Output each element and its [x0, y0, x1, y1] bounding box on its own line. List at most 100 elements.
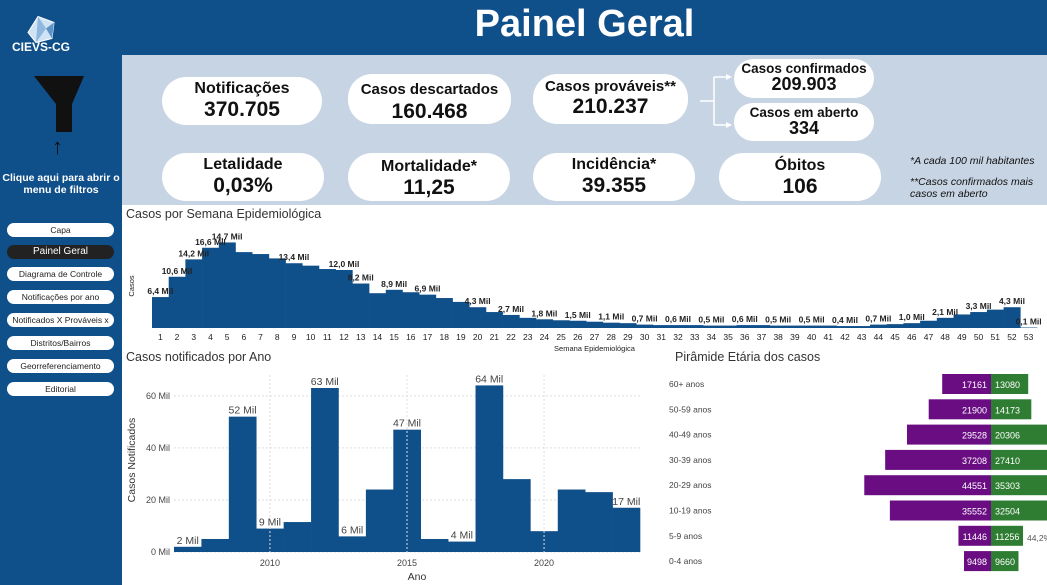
kpi-label: Óbitos	[774, 157, 826, 174]
pyramid-female-value: 29528	[962, 431, 987, 441]
pyramid-bar-male	[991, 374, 1029, 394]
nav-distritos-bairros-button[interactable]: Distritos/Bairros	[7, 336, 114, 350]
pyramid-bar-male	[991, 525, 1024, 546]
week-tick-53: 53	[1024, 332, 1034, 342]
year-data-label: 6 Mil	[341, 524, 363, 536]
week-tick-50: 50	[974, 332, 984, 342]
week-tick-27: 27	[590, 332, 600, 342]
week-tick-33: 33	[690, 332, 700, 342]
week-bar-47	[920, 320, 938, 328]
up-arrow-icon: ↑	[52, 134, 63, 159]
week-tick-2: 2	[175, 332, 180, 342]
pyramid-bar-female	[963, 551, 991, 572]
kpi-label: Incidência*	[571, 156, 657, 173]
week-bar-42	[836, 326, 854, 328]
week-data-label: 10,6 Mil	[162, 266, 193, 276]
pyramid-male-value: 27410	[995, 456, 1020, 466]
year-xtick: 2020	[534, 558, 554, 568]
year-bar-2011	[283, 522, 312, 552]
pyramid-bar-female	[889, 500, 991, 521]
kpi-label: Notificações	[194, 80, 290, 97]
year-bar-2019	[502, 479, 531, 552]
kpi-label: Casos prováveis**	[545, 78, 676, 95]
year-data-label: 64 Mil	[475, 373, 503, 385]
week-tick-42: 42	[840, 332, 850, 342]
week-bar-31	[652, 325, 670, 328]
nav-editorial-button[interactable]: Editorial	[7, 382, 114, 396]
week-bar-1	[152, 297, 169, 328]
yearly-cases-chart: 0 Mil 20 Mil 40 Mil 60 Mil 2010 2015 2020 2 Mil…	[126, 373, 640, 583]
week-tick-16: 16	[406, 332, 416, 342]
pyramid-category-label: 20-29 anos	[669, 480, 712, 490]
week-tick-26: 26	[573, 332, 583, 342]
kpi-value: 106	[782, 175, 818, 198]
kpi-obitos: Óbitos 106	[719, 153, 881, 201]
kpi-em-aberto: Casos em aberto 334	[734, 103, 874, 141]
week-data-label: 0,7 Mil	[865, 314, 891, 324]
week-bar-27	[586, 321, 604, 328]
page-title: Painel Geral	[474, 3, 695, 45]
week-tick-24: 24	[540, 332, 550, 342]
kpi-value: 39.355	[581, 174, 647, 197]
week-tick-8: 8	[275, 332, 280, 342]
week-tick-45: 45	[890, 332, 900, 342]
week-bar-15	[385, 289, 403, 328]
year-bar-2007	[174, 546, 202, 552]
nav-notificacoes-ano-button[interactable]: Notificações por ano	[7, 290, 114, 304]
week-bar-10	[302, 265, 320, 328]
nav-painel-geral-button[interactable]: Painel Geral	[7, 245, 114, 259]
pyramid-category-label: 0-4 anos	[669, 556, 702, 566]
week-bar-48	[936, 317, 954, 328]
week-tick-31: 31	[657, 332, 667, 342]
year-data-label: 63 Mil	[311, 376, 339, 388]
pyramid-male-value: 32504	[995, 507, 1020, 517]
kpi-value: 160.468	[391, 100, 468, 123]
nav-notificados-provaveis-button[interactable]: Notificados X Prováveis x	[7, 313, 114, 327]
year-data-label: 9 Mil	[259, 517, 281, 529]
week-tick-51: 51	[991, 332, 1001, 342]
week-data-label: 1,1 Mil	[598, 312, 624, 322]
year-bar-2012	[311, 388, 339, 552]
nav-diagrama-controle-button[interactable]: Diagrama de Controle	[7, 267, 114, 281]
week-bar-52	[1003, 307, 1021, 328]
week-tick-6: 6	[241, 332, 246, 342]
pyramid-bar-female	[942, 374, 991, 394]
kpi-value: 11,25	[403, 176, 455, 199]
week-tick-10: 10	[306, 332, 316, 342]
filter-hint-text[interactable]: Clique aqui para abrir o menu de filtros	[2, 172, 120, 196]
week-bar-7	[252, 254, 270, 328]
year-bar-2020	[530, 531, 559, 552]
year-bar-2016	[420, 538, 449, 552]
year-bar-2018	[475, 385, 504, 552]
year-xtick: 2010	[260, 558, 280, 568]
week-bar-8	[268, 258, 286, 328]
pyramid-bar-male	[991, 475, 1047, 496]
week-bar-17	[419, 294, 437, 328]
week-data-label: 0,6 Mil	[732, 314, 758, 324]
year-data-label: 2 Mil	[177, 535, 199, 547]
week-tick-41: 41	[824, 332, 834, 342]
week-tick-38: 38	[773, 332, 783, 342]
pyramid-female-value: 35552	[962, 507, 987, 517]
nav-georreferenciamento-button[interactable]: Georreferenciamento	[7, 359, 114, 373]
week-bar-21	[485, 312, 503, 328]
week-bar-51	[986, 309, 1004, 328]
week-bar-12	[335, 270, 353, 328]
pie-label-male: 44,2%	[1027, 533, 1047, 543]
footnote-probable: **Casos confirmados mais casos em aberto	[910, 175, 1034, 201]
filter-funnel-icon[interactable]	[34, 76, 84, 134]
week-tick-44: 44	[874, 332, 884, 342]
pyramid-bar-female	[958, 525, 991, 546]
week-data-label: 4,3 Mil	[999, 296, 1025, 306]
nav-capa-button[interactable]: Capa	[7, 223, 114, 237]
week-bar-4	[202, 247, 220, 328]
kpi-mortalidade: Mortalidade* 11,25	[348, 153, 510, 201]
week-tick-11: 11	[323, 332, 332, 342]
week-data-label: 0,7 Mil	[632, 314, 658, 324]
pyramid-bar-male	[991, 424, 1047, 445]
week-tick-13: 13	[356, 332, 366, 342]
week-tick-14: 14	[373, 332, 383, 342]
week-tick-49: 49	[957, 332, 967, 342]
year-ytick: 60 Mil	[146, 391, 170, 401]
year-bar-2013	[338, 536, 367, 552]
